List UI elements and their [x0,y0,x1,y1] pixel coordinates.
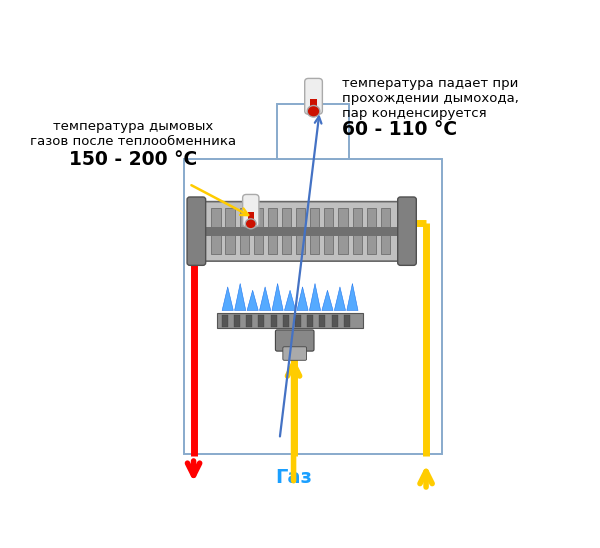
Bar [282,208,291,254]
Polygon shape [247,290,258,311]
Text: 60 - 110 °C: 60 - 110 °C [343,121,458,139]
Bar [222,315,228,327]
FancyBboxPatch shape [275,330,314,351]
FancyBboxPatch shape [199,202,404,261]
Bar [332,315,338,327]
Bar [307,315,313,327]
Bar [234,315,240,327]
Text: прохождении дымохода,: прохождении дымохода, [343,92,519,105]
Bar [310,208,319,254]
Polygon shape [222,287,233,311]
Bar [381,208,390,254]
Bar [226,208,235,254]
Bar [239,208,249,254]
Bar [324,208,334,254]
Polygon shape [235,283,246,311]
Polygon shape [297,287,308,311]
Circle shape [245,219,256,229]
Bar [248,213,254,222]
Text: температура падает при: температура падает при [343,77,519,90]
Text: температура дымовых: температура дымовых [53,121,213,134]
FancyBboxPatch shape [305,78,322,114]
Bar [259,315,265,327]
Bar [268,208,277,254]
Bar [295,315,301,327]
Bar [205,227,398,236]
FancyBboxPatch shape [187,197,206,265]
Bar [184,158,442,454]
Polygon shape [260,287,271,311]
Bar [271,315,277,327]
Bar [283,315,289,327]
Polygon shape [272,283,283,311]
Polygon shape [334,287,346,311]
Polygon shape [310,283,320,311]
Bar [277,104,349,158]
Polygon shape [347,283,358,311]
Bar [296,208,305,254]
FancyBboxPatch shape [398,197,416,265]
Bar [353,208,362,254]
FancyBboxPatch shape [283,347,307,360]
Bar [310,99,317,110]
Bar [217,313,363,328]
Bar [344,315,350,327]
Text: газов после теплообменника: газов после теплообменника [30,135,236,148]
Text: Газ: Газ [275,467,312,487]
Polygon shape [284,290,296,311]
Bar [246,315,252,327]
Text: пар конденсируется: пар конденсируется [343,106,487,119]
Bar [319,315,325,327]
Bar [254,208,263,254]
Text: 150 - 200 °C: 150 - 200 °C [69,150,197,169]
Circle shape [307,106,320,117]
Bar [211,208,221,254]
Bar [367,208,376,254]
Bar [338,208,347,254]
FancyBboxPatch shape [242,195,259,227]
Polygon shape [322,290,333,311]
